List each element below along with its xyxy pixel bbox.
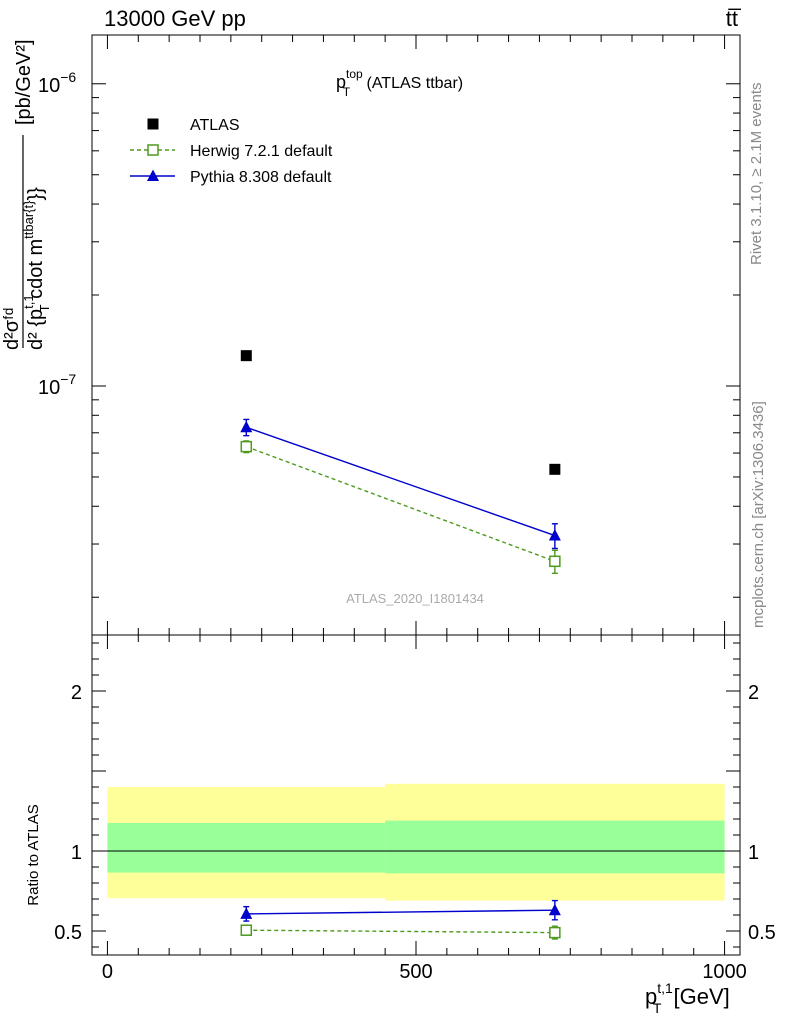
ratio-y-tick-label-right: 1 — [748, 842, 759, 864]
ratio-y-tick-label-left: 0.5 — [54, 922, 82, 944]
xlabel: pt,1 T [GeV] — [645, 980, 730, 1016]
x-tick-label: 500 — [399, 961, 432, 983]
main-series-1-point — [549, 555, 561, 568]
plot-title: ptop T (ATLAS ttbar) — [336, 67, 463, 99]
ratio-y-tick-label-left: 1 — [71, 842, 82, 864]
main-series-2-point — [240, 420, 253, 433]
ratio-y-tick-label-left: 2 — [71, 682, 82, 704]
header-left: 13000 GeV pp — [104, 6, 246, 31]
ratio-ylabel: Ratio to ATLAS — [25, 804, 42, 905]
legend-marker-0 — [147, 118, 159, 130]
uncertainty-band-green-1 — [385, 820, 725, 874]
ratio-series-0-line — [246, 929, 555, 934]
legend-label-0: ATLAS — [190, 117, 240, 134]
mcplots-label: mcplots.cern.ch [arXiv:1306.3436] — [750, 401, 767, 628]
legend: ATLAS Herwig 7.2.1 default Pythia 8.308 de… — [130, 117, 333, 186]
ylabel-units: [pb/GeV²] — [13, 39, 35, 125]
main-series-2-point — [548, 529, 561, 541]
main-series-1-point — [240, 440, 253, 453]
x-tick-label: 1000 — [702, 961, 747, 983]
legend-label-2: Pythia 8.308 default — [190, 169, 332, 186]
ratio-y-tick-label-right: 0.5 — [748, 922, 776, 944]
main-plot: 10−7 10−6 — [38, 34, 741, 636]
main-series-0-point — [240, 350, 252, 362]
x-tick-label: 0 — [102, 961, 113, 983]
legend-label-1: Herwig 7.2.1 default — [190, 143, 333, 160]
main-series-2-line — [246, 426, 556, 537]
header-right: tt̅ — [726, 6, 742, 31]
ratio-y-tick-label-right: 2 — [748, 682, 759, 704]
main-series-0-point — [549, 463, 561, 475]
ylabel-numerator: d²σᶠᵈ — [1, 308, 23, 350]
main-ylabel: d²σᶠᵈ d² {pt,1T cdot mttbar{t}}} [pb/GeV… — [1, 39, 52, 350]
rivet-label: Rivet 3.1.10, ≥ 2.1M events — [748, 83, 765, 266]
ylabel-denominator: d² {pt,1T cdot mttbar{t}}} — [21, 187, 52, 350]
y-tick-label: 10−6 — [38, 69, 76, 97]
main-series-1-line — [246, 445, 556, 562]
uncertainty-band-green-0 — [107, 823, 386, 873]
y-tick-label: 10−7 — [38, 371, 76, 399]
ratio-series-1-point — [548, 903, 561, 916]
ratio-series-0-point — [240, 924, 253, 936]
legend-marker-2 — [147, 169, 159, 181]
ratio-series-0-point — [549, 926, 561, 939]
legend-marker-1 — [147, 144, 159, 156]
ratio-series-1-line — [246, 909, 555, 915]
ratio-series-1-point — [240, 907, 253, 919]
analysis-watermark: ATLAS_2020_I1801434 — [346, 591, 484, 606]
